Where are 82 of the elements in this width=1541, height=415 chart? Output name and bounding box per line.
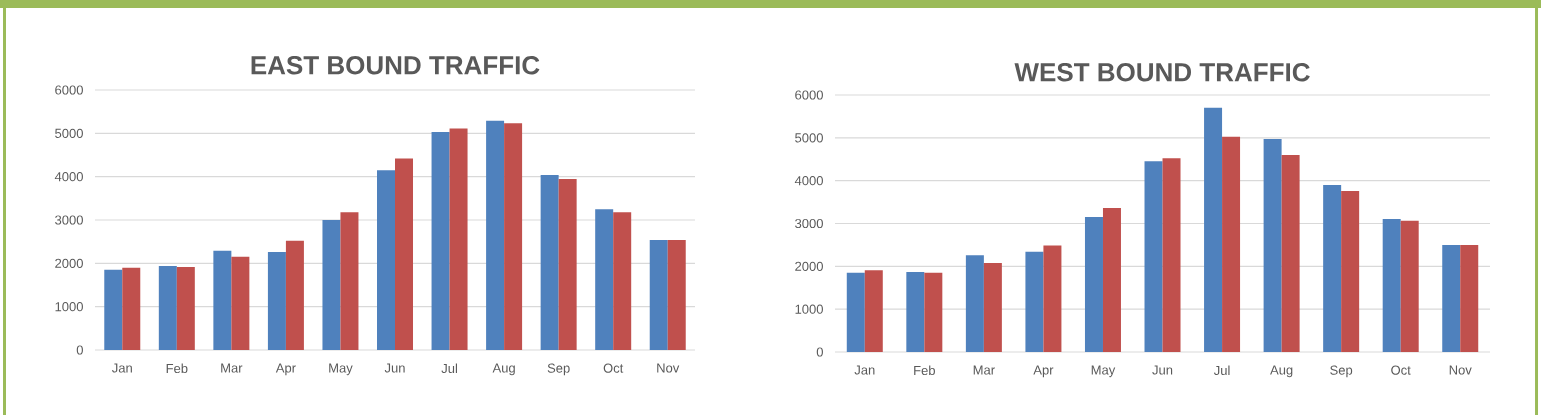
y-tick-label: 5000: [795, 133, 823, 143]
x-tick-label: Mar: [973, 365, 995, 375]
x-tick-label: Jan: [854, 365, 875, 375]
bar: [906, 271, 925, 352]
bar: [1263, 139, 1282, 352]
bar: [231, 256, 250, 350]
bar: [1323, 184, 1342, 352]
bar: [285, 240, 304, 350]
y-tick-label: 1000: [795, 304, 823, 314]
x-tick-label: Jun: [384, 363, 405, 373]
x-tick-label: Oct: [1391, 365, 1411, 375]
bar: [1043, 245, 1062, 352]
bar: [846, 272, 865, 352]
bar: [449, 128, 468, 350]
x-tick-label: Apr: [275, 363, 296, 376]
bar: [486, 120, 505, 350]
bar: [983, 262, 1002, 352]
bar: [1025, 251, 1044, 352]
bar: [267, 252, 286, 350]
x-tick-label: Nov: [657, 363, 680, 373]
bar: [176, 267, 195, 350]
bar: [395, 158, 414, 350]
x-tick-label: Feb: [914, 365, 935, 376]
bar: [1382, 219, 1401, 352]
bar: [1460, 244, 1479, 352]
bar: [340, 212, 359, 350]
bar: [213, 250, 232, 350]
bar: [1204, 107, 1223, 352]
bar: [122, 267, 141, 350]
bar: [965, 255, 984, 352]
x-tick-label: Feb: [166, 363, 188, 374]
bar: [613, 212, 632, 350]
bar: [595, 209, 614, 350]
y-tick-label: 6000: [55, 85, 83, 95]
y-tick-label: 3000: [795, 218, 823, 229]
x-tick-label: Jul: [441, 363, 457, 374]
x-tick-label: May: [329, 363, 353, 376]
y-tick-label: 5000: [55, 128, 83, 138]
bar: [924, 272, 943, 352]
x-tick-label: Jan: [112, 363, 132, 373]
y-tick-label: 3000: [55, 215, 83, 225]
chart-title: WEST BOUND TRAFFIC: [1014, 63, 1310, 82]
bar: [1222, 136, 1241, 352]
bar: [377, 170, 395, 350]
x-tick-label: Oct: [603, 363, 624, 373]
x-tick-label: Aug: [492, 363, 515, 376]
x-tick-label: Sep: [1330, 365, 1353, 378]
bar: [1400, 220, 1419, 352]
y-tick-label: 4000: [54, 172, 83, 182]
x-tick-label: May: [1091, 365, 1116, 378]
y-tick-label: 0: [816, 347, 823, 357]
x-tick-label: Jul: [1213, 365, 1230, 376]
x-tick-label: Mar: [221, 363, 243, 373]
bar: [1162, 158, 1181, 352]
bar: [158, 265, 177, 350]
y-tick-label: 2000: [55, 258, 83, 268]
y-tick-label: 2000: [795, 261, 823, 271]
y-tick-label: 4000: [794, 176, 823, 186]
x-tick-label: Apr: [1033, 365, 1054, 378]
x-tick-label: Jun: [1152, 365, 1173, 375]
bar: [322, 220, 341, 350]
bar: [540, 174, 559, 350]
bar: [1144, 161, 1163, 352]
bar: [864, 270, 883, 352]
bar: [1442, 244, 1461, 352]
x-tick-label: Sep: [547, 363, 570, 376]
y-tick-label: 0: [76, 345, 83, 355]
bar: [1341, 190, 1360, 352]
bar: [1281, 154, 1300, 352]
chart-title: EAST BOUND TRAFFIC: [251, 56, 540, 75]
x-tick-label: Aug: [1270, 365, 1293, 378]
bar: [104, 269, 123, 350]
y-tick-label: 6000: [795, 90, 823, 100]
bar: [667, 239, 686, 350]
bar: [1084, 217, 1103, 352]
bar: [558, 179, 577, 350]
bar: [649, 239, 668, 350]
bar: [431, 132, 450, 350]
bar: [504, 123, 523, 350]
y-tick-label: 1000: [55, 302, 83, 312]
bar: [1102, 208, 1121, 352]
x-tick-label: Nov: [1449, 365, 1472, 375]
